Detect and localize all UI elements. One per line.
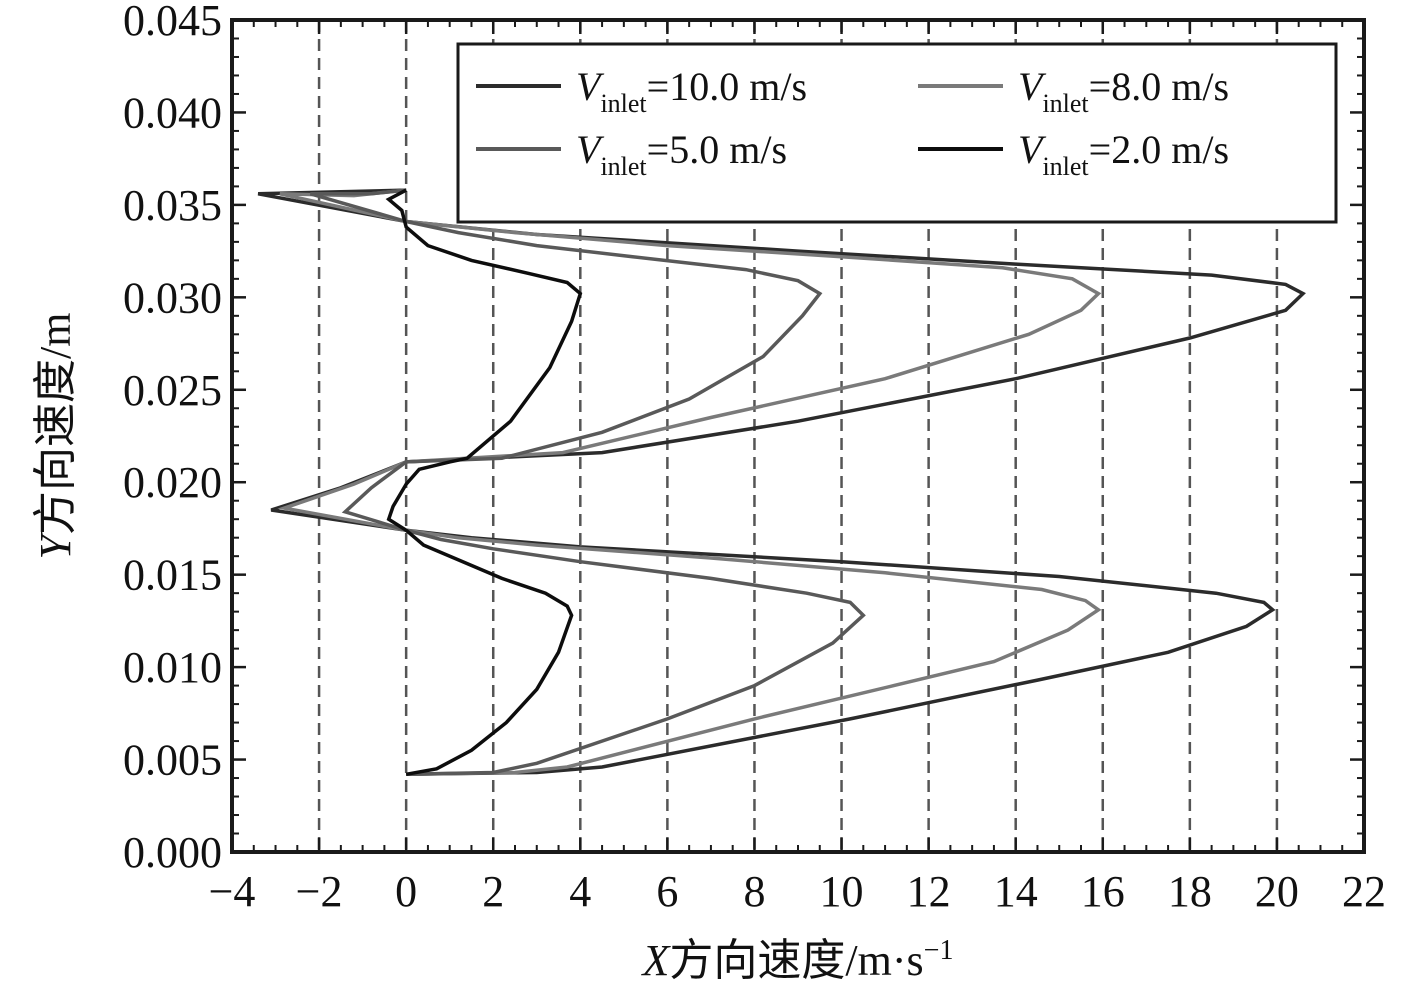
x-tick-label: −4 [209,867,256,916]
x-tick-label: 12 [907,867,951,916]
x-tick-label: 16 [1081,867,1125,916]
y-tick-label: 0.030 [123,273,222,322]
x-axis-label-exponent: −1 [924,935,954,966]
x-tick-label: 0 [395,867,417,916]
y-tick-label: 0.035 [123,181,222,230]
x-axis-label: X方向速度/m·s−1 [641,935,954,985]
y-axis-label: Y方向速度/m [31,313,80,560]
axis-ticks [230,18,1366,854]
x-tick-label: 8 [743,867,765,916]
x-tick-label: −2 [296,867,343,916]
x-tick-label: 10 [820,867,864,916]
y-tick-labels: 0.000 0.005 0.010 0.015 0.020 0.025 0.030 0.035… [123,0,222,877]
x-tick-label: 14 [994,867,1038,916]
y-axis-label-var: Y [31,530,80,559]
x-tick-labels: −4 −2 0 2 4 6 8 10 12 14 16 18 20 22 [209,867,1386,916]
series-line-3 [385,188,583,777]
x-tick-label: 22 [1342,867,1386,916]
series-lines [257,188,1306,777]
y-axis-label-text: 方向速度/m [31,313,80,535]
x-tick-label: 4 [569,867,591,916]
legend-label: Vinlet=5.0 m/s [576,127,787,181]
legend: Vinlet=10.0 m/s Vinlet=8.0 m/s Vinlet=5.0 … [456,42,1338,224]
y-tick-label: 0.015 [123,551,222,600]
legend-label: Vinlet=2.0 m/s [1018,127,1229,181]
x-tick-label: 18 [1168,867,1212,916]
x-tick-label: 20 [1255,867,1299,916]
x-tick-label: 6 [656,867,678,916]
y-tick-label: 0.000 [123,828,222,877]
x-tick-label: 2 [482,867,504,916]
y-tick-label: 0.025 [123,366,222,415]
legend-label: Vinlet=8.0 m/s [1018,64,1229,118]
series-line-1 [277,188,1102,777]
y-tick-label: 0.040 [123,88,222,137]
y-tick-label: 0.045 [123,0,222,45]
y-tick-label: 0.010 [123,643,222,692]
x-axis-label-text: 方向速度/m·s [669,936,923,985]
series-line-2 [309,188,866,777]
y-tick-label: 0.005 [123,736,222,785]
legend-box [456,42,1338,224]
x-axis-label-var: X [641,936,672,985]
plot-frame [230,18,1366,854]
legend-label: Vinlet=10.0 m/s [576,64,807,118]
y-tick-label: 0.020 [123,458,222,507]
